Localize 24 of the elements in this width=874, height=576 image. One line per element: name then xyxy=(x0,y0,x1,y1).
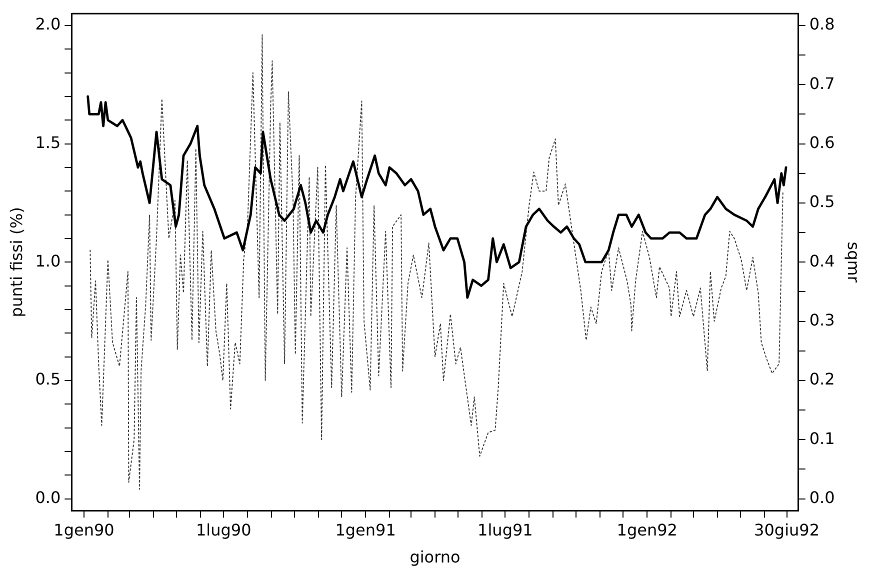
y2-tick-label: 0.5 xyxy=(809,192,835,212)
y2-tick-label: 0.6 xyxy=(809,132,835,152)
x-axis-title: giorno xyxy=(410,548,460,567)
y2-axis-title: sqmr xyxy=(844,242,864,283)
x-tick-label: 1gen90 xyxy=(54,520,114,540)
y2-tick-label: 0.8 xyxy=(809,14,835,34)
y2-tick-label: 0.7 xyxy=(809,74,835,93)
line-series xyxy=(90,34,784,490)
x-tick-label: 1gen91 xyxy=(335,520,396,540)
y2-tick-label: 0.2 xyxy=(809,370,835,389)
y2-tick-label: 0.4 xyxy=(809,251,835,270)
y-axis-title: punti fissi (%) xyxy=(6,206,26,318)
y-tick-label: 0.0 xyxy=(35,488,61,507)
x-tick-label: 1lug90 xyxy=(196,520,252,540)
y2-tick-label: 0.1 xyxy=(809,428,835,448)
y-tick-label: 1.5 xyxy=(35,132,61,152)
y-tick-label: 2.0 xyxy=(35,14,61,34)
x-tick-label: 1lug91 xyxy=(478,520,533,540)
x-tick-label: 30giu92 xyxy=(754,520,820,540)
x-tick-label: 1gen92 xyxy=(616,520,678,540)
y2-tick-label: 0.0 xyxy=(809,488,835,507)
y-tick-label: 1.0 xyxy=(35,251,61,270)
y-tick-label: 0.5 xyxy=(35,370,61,389)
y2-tick-label: 0.3 xyxy=(809,310,835,330)
